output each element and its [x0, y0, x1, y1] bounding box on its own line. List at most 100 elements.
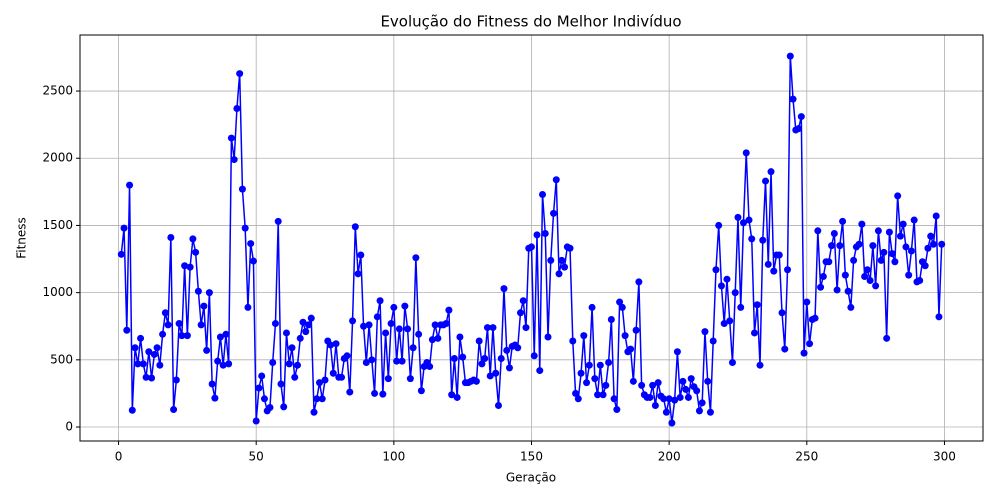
point	[178, 332, 186, 340]
point	[371, 389, 379, 397]
point	[580, 332, 588, 340]
point	[404, 325, 412, 333]
point	[189, 235, 197, 243]
point	[748, 235, 756, 243]
point	[814, 227, 822, 235]
y-tick-label: 500	[50, 352, 73, 366]
point	[316, 379, 324, 387]
point	[701, 328, 709, 336]
point	[497, 354, 505, 362]
point	[296, 334, 304, 342]
point	[830, 229, 838, 237]
point	[205, 289, 213, 297]
point	[302, 328, 310, 336]
point	[885, 228, 893, 236]
point	[434, 334, 442, 342]
point	[398, 357, 406, 365]
point	[216, 333, 224, 341]
point	[833, 286, 841, 294]
point	[728, 359, 736, 367]
point	[514, 344, 522, 352]
point	[844, 287, 852, 295]
point	[759, 236, 767, 244]
point	[916, 277, 924, 285]
point	[687, 375, 695, 383]
point	[150, 350, 158, 358]
point	[704, 377, 712, 385]
point	[197, 321, 205, 329]
point	[662, 408, 670, 416]
point	[866, 277, 874, 285]
point	[536, 367, 544, 375]
point	[583, 379, 591, 387]
point	[668, 419, 676, 427]
point	[167, 234, 175, 242]
point	[387, 320, 395, 328]
point	[646, 393, 654, 401]
point	[453, 393, 461, 401]
point	[395, 325, 403, 333]
point	[863, 266, 871, 274]
point	[635, 278, 643, 286]
point	[401, 302, 409, 310]
point	[172, 376, 180, 384]
point	[709, 337, 717, 345]
point	[277, 380, 285, 388]
point	[227, 134, 235, 142]
point	[299, 318, 307, 326]
point	[153, 344, 161, 352]
point	[877, 256, 885, 264]
point	[329, 369, 337, 377]
x-tick-label: 150	[520, 450, 543, 464]
point	[602, 381, 610, 389]
point	[260, 395, 268, 403]
point	[219, 361, 227, 369]
point	[869, 242, 877, 250]
point	[720, 320, 728, 328]
point	[894, 192, 902, 200]
point	[561, 263, 569, 271]
point	[781, 345, 789, 353]
point	[932, 212, 940, 220]
point	[123, 326, 131, 334]
point	[828, 242, 836, 250]
point	[607, 316, 615, 324]
point	[139, 360, 147, 368]
point	[737, 303, 745, 311]
x-tick-label: 100	[382, 450, 405, 464]
point	[365, 321, 373, 329]
point	[806, 340, 814, 348]
point	[181, 262, 189, 270]
point	[492, 369, 500, 377]
point	[789, 95, 797, 103]
point	[880, 248, 888, 256]
point	[883, 334, 891, 342]
point	[489, 324, 497, 332]
point	[544, 333, 552, 341]
point	[280, 403, 288, 411]
x-tick-label: 250	[795, 450, 818, 464]
point	[503, 346, 511, 354]
point	[910, 216, 918, 224]
point	[310, 408, 318, 416]
point	[616, 298, 624, 306]
point	[717, 282, 725, 290]
point	[629, 377, 637, 385]
point	[376, 297, 384, 305]
point	[745, 216, 753, 224]
point	[770, 267, 778, 275]
point	[428, 336, 436, 344]
point	[379, 390, 387, 398]
point	[632, 326, 640, 334]
point	[588, 303, 596, 311]
point	[651, 402, 659, 410]
point	[519, 297, 527, 305]
point	[547, 256, 555, 264]
point	[225, 360, 233, 368]
point	[739, 219, 747, 227]
point	[412, 254, 420, 262]
point	[627, 345, 635, 353]
point	[346, 388, 354, 396]
point	[861, 273, 869, 281]
